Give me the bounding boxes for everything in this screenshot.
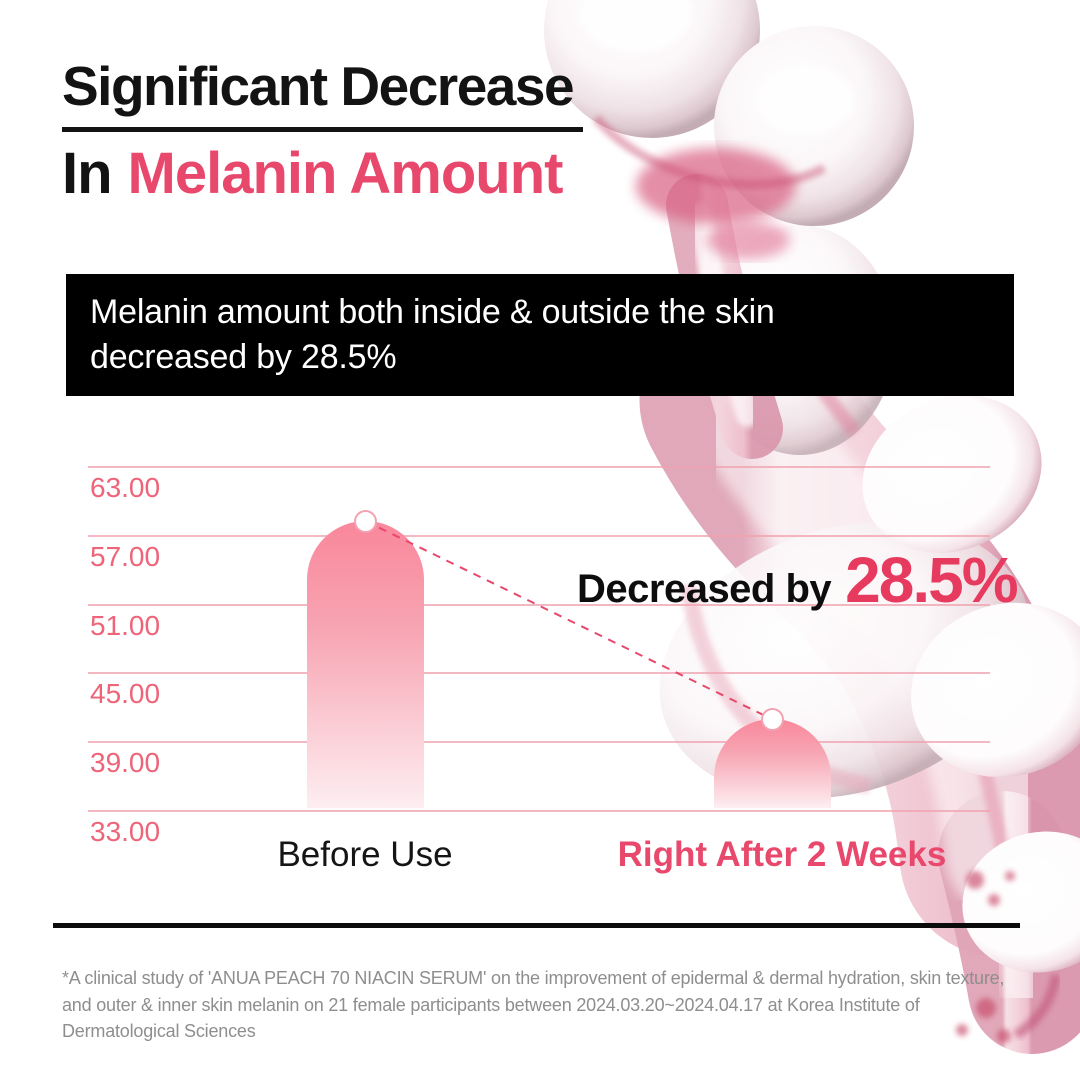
chart-gridline [88, 466, 990, 468]
decrease-annotation-value: 28.5% [845, 544, 1018, 616]
title-line-2-prefix: In [62, 140, 113, 206]
claim-banner-line-2: decreased by 28.5% [90, 338, 397, 376]
data-point-marker [354, 509, 377, 533]
chart-gridline [88, 534, 990, 537]
title-line-2: In Melanin Amount [62, 140, 583, 206]
y-axis-tick-label: 33.00 [90, 816, 161, 847]
decrease-annotation: Decreased by 28.5% [577, 543, 1019, 617]
y-axis-tick-label: 45.00 [90, 678, 161, 710]
chart-gridline [88, 810, 990, 812]
title-line-2-highlight: Melanin Amount [127, 140, 564, 206]
footnote-line-2: and outer & inner skin melanin on 21 fem… [62, 994, 920, 1042]
data-point-marker [761, 707, 784, 731]
bar-right-after-2-weeks [714, 719, 831, 808]
decrease-annotation-text: Decreased by [577, 567, 832, 611]
title-line-1: Significant Decrease [62, 55, 584, 132]
y-axis-tick-label: 39.00 [90, 747, 161, 779]
clinical-study-footnote: *A clinical study of 'ANUA PEACH 70 NIAC… [62, 965, 1027, 1045]
page-title: Significant Decrease In Melanin Amount [62, 55, 584, 206]
bar-before-use [307, 521, 424, 808]
y-axis-tick-label: 63.00 [90, 472, 161, 503]
x-axis-label-after-2-weeks: Right After 2 Weeks [617, 835, 947, 874]
bottom-divider-rule [53, 923, 1020, 928]
footnote-line-1: *A clinical study of 'ANUA PEACH 70 NIAC… [62, 968, 1005, 988]
y-axis-tick-label: 51.00 [90, 609, 161, 641]
chart-gridline [88, 672, 990, 675]
claim-banner-line-1: Melanin amount both inside & outside the… [90, 293, 775, 331]
chart-gridline [88, 741, 990, 744]
claim-banner: Melanin amount both inside & outside the… [66, 274, 1014, 396]
y-axis-tick-label: 57.00 [90, 540, 161, 572]
x-axis-label-before-use: Before Use [277, 835, 453, 874]
